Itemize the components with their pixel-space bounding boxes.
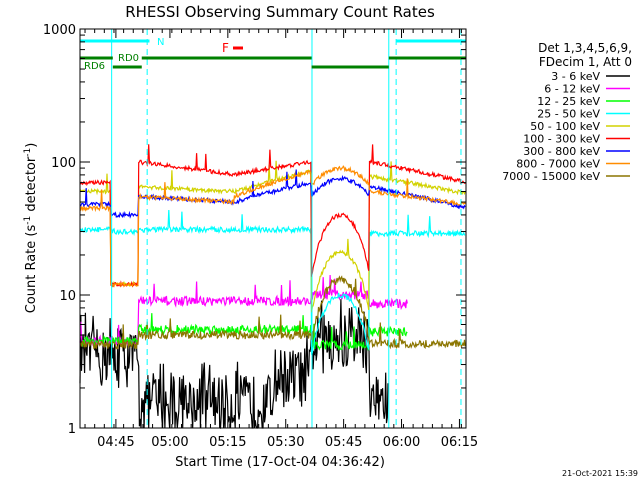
x-tick-label: 04:45 bbox=[97, 435, 134, 450]
y-tick-label: 10 bbox=[59, 289, 76, 304]
legend-label-3: 12 - 25 keV bbox=[537, 95, 600, 108]
chart-title: RHESSI Observing Summary Count Rates bbox=[125, 3, 435, 21]
legend-label-2: 6 - 12 keV bbox=[544, 83, 600, 96]
y-tick-label: 100 bbox=[51, 156, 76, 171]
y-tick-label: 1000 bbox=[43, 23, 76, 38]
legend-label-6: 100 - 300 keV bbox=[523, 133, 600, 146]
legend-label-4: 25 - 50 keV bbox=[537, 108, 600, 121]
legend-label-9: 7000 - 15000 keV bbox=[502, 170, 600, 183]
series-line-1 bbox=[79, 299, 389, 430]
timestamp: 21-Oct-2021 15:39 bbox=[562, 469, 638, 478]
legend-header-detectors: Det 1,3,4,5,6,9, bbox=[538, 41, 632, 55]
flag-label-f: F bbox=[222, 41, 229, 55]
series-line-6 bbox=[79, 144, 466, 288]
legend-label-8: 800 - 7000 keV bbox=[516, 158, 600, 171]
legend-label-7: 300 - 800 keV bbox=[523, 145, 600, 158]
series-line-4 bbox=[79, 209, 466, 355]
plot-area: N RD0 RD6 F 1 10 100 1000 04:45 05:00 05:15 05:30 05… bbox=[43, 23, 478, 450]
series-line-8 bbox=[79, 165, 466, 288]
y-tick-label: 1 bbox=[68, 422, 76, 437]
x-tick-label: 06:00 bbox=[383, 435, 420, 450]
plot-frame bbox=[79, 28, 467, 429]
x-tick-label: 05:30 bbox=[267, 435, 304, 450]
legend-label-1: 3 - 6 keV bbox=[551, 70, 600, 83]
x-tick-label: 05:00 bbox=[151, 435, 188, 450]
x-tick-label: 06:15 bbox=[441, 435, 478, 450]
legend-header-decimation: FDecim 1, Att 0 bbox=[539, 55, 632, 69]
series-line-3 bbox=[79, 313, 408, 352]
x-tick-label: 05:15 bbox=[209, 435, 246, 450]
flag-label-n: N bbox=[157, 37, 164, 48]
y-axis-label: Count Rate (s-1 detector-1) bbox=[23, 143, 39, 314]
x-axis-label: Start Time (17-Oct-04 04:36:42) bbox=[175, 455, 385, 470]
x-tick-label: 05:45 bbox=[325, 435, 362, 450]
legend-label-5: 50 - 100 keV bbox=[530, 120, 600, 133]
series-line-9 bbox=[79, 275, 466, 350]
flag-label-rd6: RD6 bbox=[84, 61, 105, 72]
flag-label-rd0: RD0 bbox=[118, 53, 139, 64]
